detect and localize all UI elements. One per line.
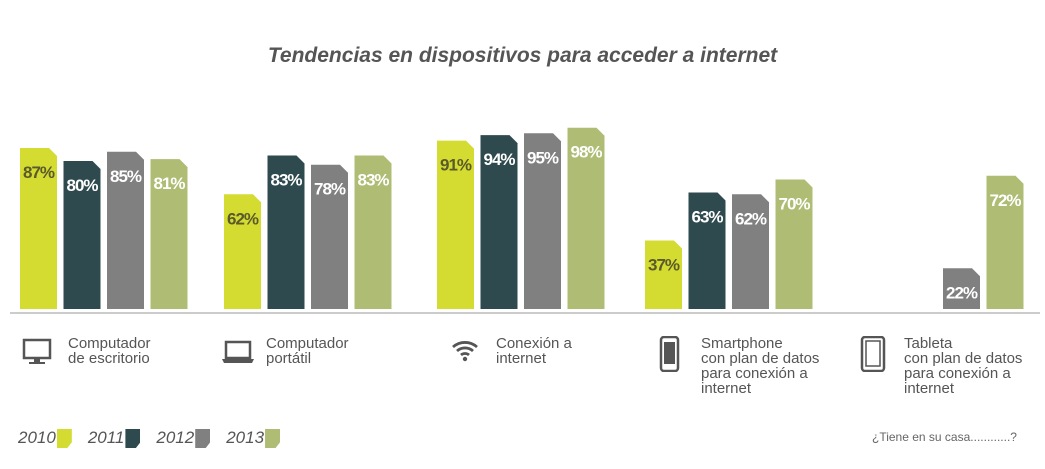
data-label: 78% — [314, 180, 346, 199]
bar — [775, 179, 813, 309]
desktop-icon — [22, 338, 52, 364]
bar — [267, 155, 305, 309]
bar — [224, 194, 261, 309]
tablet-icon — [860, 336, 886, 372]
legend-swatch — [125, 429, 141, 448]
bar — [645, 240, 682, 309]
data-label: 91% — [440, 156, 472, 175]
laptop-icon — [222, 340, 254, 363]
category-label: Smartphone con plan de datos para conexión… — [655, 336, 819, 396]
data-label: 95% — [527, 148, 559, 167]
bar — [150, 159, 188, 309]
category-text: Computador de escritorio — [68, 335, 151, 367]
data-label: 37% — [648, 256, 680, 275]
legend-swatch — [265, 429, 281, 448]
bar — [524, 133, 561, 309]
bar — [986, 175, 1024, 309]
category-label: Computador de escritorio — [22, 336, 151, 372]
data-label: 83% — [270, 170, 302, 189]
bar — [107, 151, 144, 309]
bar — [480, 135, 518, 309]
data-label: 70% — [778, 195, 810, 214]
data-label: 81% — [153, 174, 185, 193]
bar — [567, 127, 605, 309]
legend-label: 2012 — [156, 428, 195, 447]
legend-item-2010: 2010 — [18, 428, 72, 448]
data-label: 63% — [691, 207, 723, 226]
data-label: 83% — [357, 170, 389, 189]
chart-title: Tendencias en dispositivos para acceder … — [267, 44, 778, 67]
legend-item-2011: 2011 — [88, 428, 141, 448]
legend: 2010 2011 2012 2013 — [18, 428, 281, 448]
bar — [20, 148, 57, 309]
data-label: 80% — [66, 176, 98, 195]
legend-item-2012: 2012 — [156, 428, 211, 448]
bar — [311, 164, 348, 309]
data-label: 62% — [735, 209, 767, 228]
bar — [688, 192, 726, 309]
bar — [63, 161, 101, 309]
legend-label: 2013 — [226, 428, 265, 447]
bar — [437, 140, 474, 309]
bar — [354, 155, 392, 309]
data-label: 22% — [946, 283, 978, 302]
legend-swatch — [195, 429, 211, 448]
data-label: 94% — [483, 150, 515, 169]
data-label: 87% — [23, 163, 55, 182]
category-label: Computador portátil — [220, 336, 349, 372]
data-label: 85% — [110, 167, 142, 186]
category-text: Computador portátil — [266, 335, 349, 367]
footnote: ¿Tiene en su casa............? — [872, 430, 1017, 444]
legend-label: 2011 — [87, 428, 125, 447]
smartphone-icon — [659, 336, 680, 372]
category-text: Smartphone con plan de datos para conexión… — [701, 335, 820, 397]
legend-item-2013: 2013 — [226, 428, 281, 448]
category-label: Conexión a internet — [450, 336, 572, 372]
category-text: Conexión a internet — [496, 335, 572, 367]
legend-label: 2010 — [18, 428, 56, 447]
legend-swatch — [56, 429, 72, 448]
data-label: 62% — [227, 209, 259, 228]
wifi-icon — [452, 341, 478, 362]
data-label: 72% — [989, 191, 1021, 210]
bar — [943, 268, 980, 309]
bar — [732, 194, 769, 309]
data-label: 98% — [570, 143, 602, 162]
